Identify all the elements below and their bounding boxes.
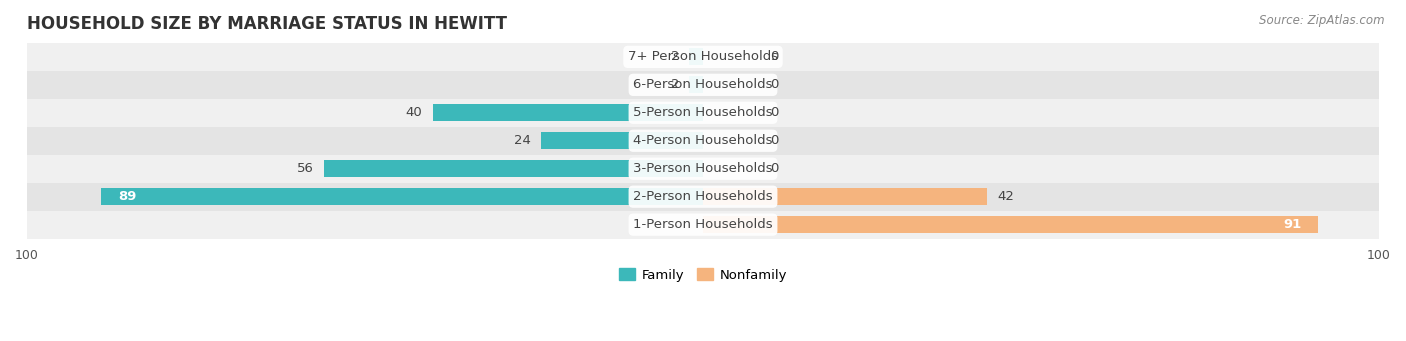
Text: 2: 2 [671,78,679,91]
Bar [541,132,703,149]
Bar [325,160,703,177]
Text: 42: 42 [997,190,1014,203]
Text: 56: 56 [298,162,315,175]
Text: 3-Person Households: 3-Person Households [633,162,773,175]
Bar [27,211,1379,239]
Bar [689,48,703,65]
Text: Source: ZipAtlas.com: Source: ZipAtlas.com [1260,14,1385,27]
Text: 0: 0 [770,134,779,147]
Bar [27,155,1379,183]
Text: 1-Person Households: 1-Person Households [633,218,773,231]
Text: HOUSEHOLD SIZE BY MARRIAGE STATUS IN HEWITT: HOUSEHOLD SIZE BY MARRIAGE STATUS IN HEW… [27,15,508,33]
Text: 7+ Person Households: 7+ Person Households [628,50,778,63]
Bar [27,127,1379,155]
Bar [27,43,1379,71]
Text: 2: 2 [671,50,679,63]
Text: 4-Person Households: 4-Person Households [633,134,773,147]
Text: 0: 0 [770,106,779,119]
Text: 40: 40 [406,106,422,119]
Bar [27,183,1379,211]
Text: 0: 0 [770,50,779,63]
Text: 24: 24 [513,134,530,147]
Bar [703,216,1319,233]
Bar [703,188,987,205]
Text: 0: 0 [770,162,779,175]
Bar [27,71,1379,99]
Bar [433,104,703,121]
Legend: Family, Nonfamily: Family, Nonfamily [613,263,793,287]
Text: 6-Person Households: 6-Person Households [633,78,773,91]
Bar [27,99,1379,127]
Text: 91: 91 [1284,218,1302,231]
Bar [689,76,703,93]
Text: 0: 0 [770,78,779,91]
Bar [101,188,703,205]
Text: 2-Person Households: 2-Person Households [633,190,773,203]
Text: 5-Person Households: 5-Person Households [633,106,773,119]
Text: 89: 89 [118,190,136,203]
